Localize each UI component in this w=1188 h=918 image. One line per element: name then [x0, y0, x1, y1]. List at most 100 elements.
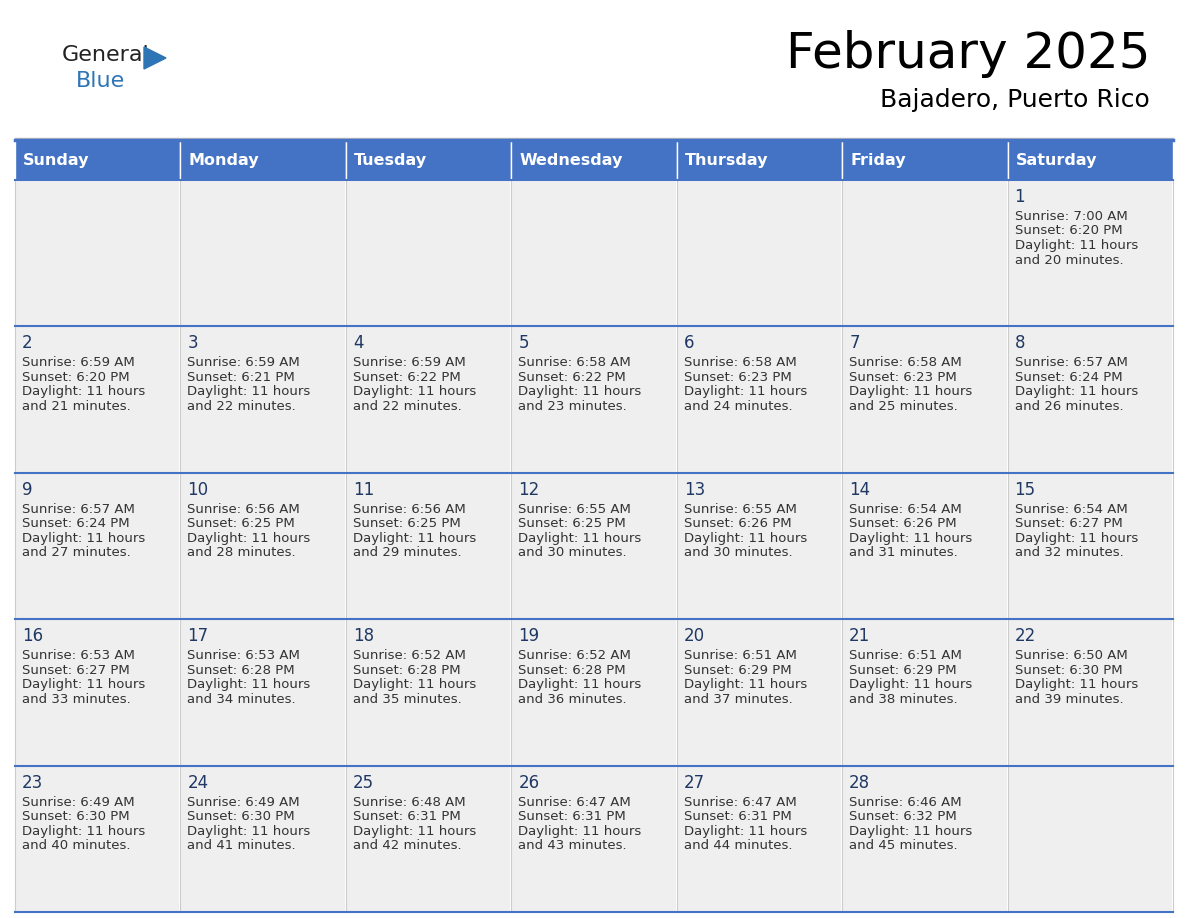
- Bar: [181, 620, 346, 766]
- Text: Sunset: 6:30 PM: Sunset: 6:30 PM: [188, 810, 295, 823]
- Text: Sunrise: 6:55 AM: Sunrise: 6:55 AM: [684, 503, 797, 516]
- Text: Daylight: 11 hours: Daylight: 11 hours: [188, 678, 311, 691]
- Text: Sunrise: 6:51 AM: Sunrise: 6:51 AM: [684, 649, 797, 662]
- Text: Daylight: 11 hours: Daylight: 11 hours: [684, 678, 807, 691]
- Text: Sunrise: 6:57 AM: Sunrise: 6:57 AM: [1015, 356, 1127, 369]
- Text: and 25 minutes.: and 25 minutes.: [849, 400, 958, 413]
- Bar: [181, 180, 346, 327]
- Text: Daylight: 11 hours: Daylight: 11 hours: [1015, 532, 1138, 544]
- Text: and 43 minutes.: and 43 minutes.: [518, 839, 627, 852]
- Text: Sunset: 6:22 PM: Sunset: 6:22 PM: [518, 371, 626, 384]
- Text: 8: 8: [1015, 334, 1025, 353]
- Text: 12: 12: [518, 481, 539, 498]
- Text: Sunset: 6:28 PM: Sunset: 6:28 PM: [188, 664, 295, 677]
- Text: 2: 2: [23, 334, 32, 353]
- Text: Sunrise: 6:59 AM: Sunrise: 6:59 AM: [23, 356, 134, 369]
- Text: 15: 15: [1015, 481, 1036, 498]
- Text: Daylight: 11 hours: Daylight: 11 hours: [188, 824, 311, 837]
- Text: February 2025: February 2025: [785, 30, 1150, 78]
- Text: and 22 minutes.: and 22 minutes.: [188, 400, 296, 413]
- Text: and 30 minutes.: and 30 minutes.: [518, 546, 627, 559]
- Bar: [346, 766, 511, 912]
- Text: Sunrise: 6:52 AM: Sunrise: 6:52 AM: [353, 649, 466, 662]
- Text: Sunset: 6:23 PM: Sunset: 6:23 PM: [849, 371, 956, 384]
- Text: Sunset: 6:20 PM: Sunset: 6:20 PM: [1015, 225, 1123, 238]
- Text: 7: 7: [849, 334, 860, 353]
- Text: Sunrise: 6:48 AM: Sunrise: 6:48 AM: [353, 796, 466, 809]
- Text: Sunset: 6:22 PM: Sunset: 6:22 PM: [353, 371, 461, 384]
- Bar: [1007, 766, 1173, 912]
- Text: 26: 26: [518, 774, 539, 791]
- Bar: [346, 327, 511, 473]
- Text: Sunset: 6:31 PM: Sunset: 6:31 PM: [353, 810, 461, 823]
- Bar: [181, 140, 346, 180]
- Text: 19: 19: [518, 627, 539, 645]
- Text: Daylight: 11 hours: Daylight: 11 hours: [849, 386, 973, 398]
- Text: 28: 28: [849, 774, 871, 791]
- Text: Daylight: 11 hours: Daylight: 11 hours: [353, 532, 476, 544]
- Text: and 35 minutes.: and 35 minutes.: [353, 693, 462, 706]
- Text: Blue: Blue: [76, 71, 125, 91]
- Text: and 39 minutes.: and 39 minutes.: [1015, 693, 1123, 706]
- Text: Daylight: 11 hours: Daylight: 11 hours: [23, 824, 145, 837]
- Text: and 37 minutes.: and 37 minutes.: [684, 693, 792, 706]
- Text: Sunset: 6:30 PM: Sunset: 6:30 PM: [23, 810, 129, 823]
- Bar: [677, 327, 842, 473]
- Text: and 24 minutes.: and 24 minutes.: [684, 400, 792, 413]
- Text: 22: 22: [1015, 627, 1036, 645]
- Text: Sunrise: 6:52 AM: Sunrise: 6:52 AM: [518, 649, 631, 662]
- Text: Sunrise: 6:58 AM: Sunrise: 6:58 AM: [849, 356, 962, 369]
- Text: Sunrise: 6:59 AM: Sunrise: 6:59 AM: [188, 356, 301, 369]
- Text: 9: 9: [23, 481, 32, 498]
- Bar: [1007, 327, 1173, 473]
- Text: Thursday: Thursday: [684, 152, 769, 167]
- Bar: [346, 180, 511, 327]
- Polygon shape: [144, 47, 166, 69]
- Text: and 20 minutes.: and 20 minutes.: [1015, 253, 1123, 266]
- Bar: [842, 766, 1007, 912]
- Text: Sunset: 6:23 PM: Sunset: 6:23 PM: [684, 371, 791, 384]
- Bar: [842, 620, 1007, 766]
- Bar: [1007, 620, 1173, 766]
- Bar: [511, 140, 677, 180]
- Text: and 44 minutes.: and 44 minutes.: [684, 839, 792, 852]
- Text: Tuesday: Tuesday: [354, 152, 426, 167]
- Bar: [511, 766, 677, 912]
- Text: 4: 4: [353, 334, 364, 353]
- Text: and 32 minutes.: and 32 minutes.: [1015, 546, 1124, 559]
- Text: Sunset: 6:27 PM: Sunset: 6:27 PM: [23, 664, 129, 677]
- Text: and 28 minutes.: and 28 minutes.: [188, 546, 296, 559]
- Text: Sunrise: 6:59 AM: Sunrise: 6:59 AM: [353, 356, 466, 369]
- Text: Sunset: 6:30 PM: Sunset: 6:30 PM: [1015, 664, 1123, 677]
- Bar: [511, 473, 677, 620]
- Text: Sunset: 6:27 PM: Sunset: 6:27 PM: [1015, 518, 1123, 531]
- Text: Daylight: 11 hours: Daylight: 11 hours: [849, 532, 973, 544]
- Text: Daylight: 11 hours: Daylight: 11 hours: [684, 386, 807, 398]
- Text: 14: 14: [849, 481, 871, 498]
- Text: and 33 minutes.: and 33 minutes.: [23, 693, 131, 706]
- Bar: [1007, 473, 1173, 620]
- Text: 1: 1: [1015, 188, 1025, 206]
- Text: Sunrise: 6:49 AM: Sunrise: 6:49 AM: [23, 796, 134, 809]
- Text: 16: 16: [23, 627, 43, 645]
- Text: Sunset: 6:29 PM: Sunset: 6:29 PM: [849, 664, 956, 677]
- Text: 3: 3: [188, 334, 198, 353]
- Bar: [15, 473, 181, 620]
- Text: Saturday: Saturday: [1016, 152, 1097, 167]
- Text: Daylight: 11 hours: Daylight: 11 hours: [518, 532, 642, 544]
- Text: Sunday: Sunday: [23, 152, 89, 167]
- Bar: [842, 180, 1007, 327]
- Text: Sunset: 6:31 PM: Sunset: 6:31 PM: [684, 810, 791, 823]
- Text: Sunrise: 6:56 AM: Sunrise: 6:56 AM: [353, 503, 466, 516]
- Bar: [346, 140, 511, 180]
- Text: Sunset: 6:29 PM: Sunset: 6:29 PM: [684, 664, 791, 677]
- Bar: [677, 180, 842, 327]
- Text: 11: 11: [353, 481, 374, 498]
- Text: Daylight: 11 hours: Daylight: 11 hours: [849, 678, 973, 691]
- Text: 6: 6: [684, 334, 694, 353]
- Bar: [181, 327, 346, 473]
- Text: and 30 minutes.: and 30 minutes.: [684, 546, 792, 559]
- Text: Daylight: 11 hours: Daylight: 11 hours: [684, 824, 807, 837]
- Text: Sunrise: 6:53 AM: Sunrise: 6:53 AM: [23, 649, 135, 662]
- Text: Sunrise: 6:53 AM: Sunrise: 6:53 AM: [188, 649, 301, 662]
